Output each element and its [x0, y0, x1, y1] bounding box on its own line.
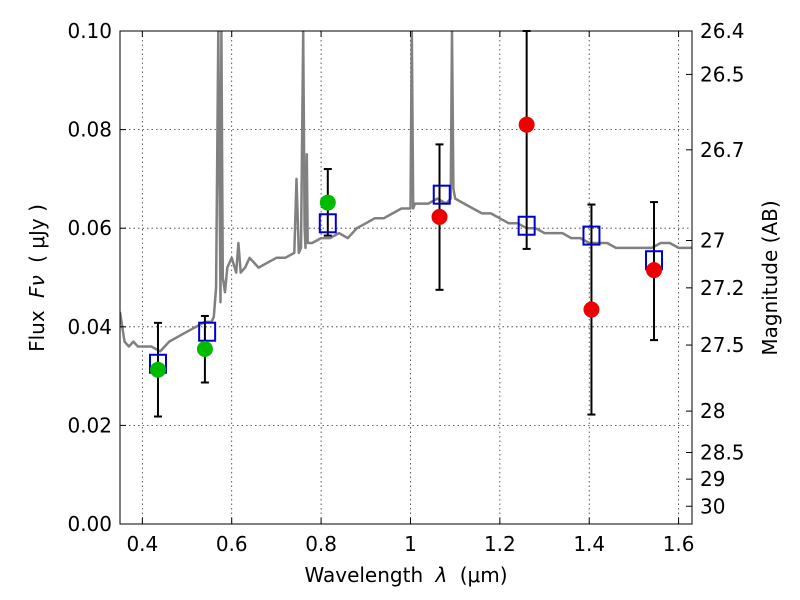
red-data-point	[431, 208, 448, 225]
x-tick-label: 0.6	[216, 532, 248, 556]
y2-tick-label: 30	[700, 494, 725, 518]
grid-layer	[120, 31, 692, 524]
x-tick-label: 1.2	[484, 532, 516, 556]
y-axis-label-text: Flux	[25, 310, 49, 352]
green-data-point	[319, 194, 336, 211]
y2-tick-label: 26.7	[700, 138, 745, 162]
y2-tick-label: 27.2	[700, 276, 745, 300]
model-spectrum-line	[120, 31, 692, 353]
x-tick-label: 0.8	[305, 532, 337, 556]
y-axis-label-unit: ( μJy )	[25, 204, 49, 263]
y-axis-label: Flux Fν ( μJy )	[25, 204, 49, 352]
red-data-point	[583, 301, 600, 318]
y2-axis-label: Magnitude (AB)	[758, 200, 782, 355]
y2-tick-label: 27.5	[700, 333, 745, 357]
errorbar-layer	[153, 30, 659, 418]
x-tick-label: 1.6	[663, 532, 695, 556]
y2-tick-label: 28.5	[700, 441, 745, 465]
y-tick-label: 0.10	[67, 19, 112, 43]
x-tick-label: 1	[404, 532, 417, 556]
tick-layer: 0.4 0.6 0.8 1 1.2 1.4 1.6 0.00 0.02 0.04 0.06 0.08 0…	[67, 19, 744, 556]
x-axis-label-symbol: λ	[435, 563, 448, 587]
y-tick-label: 0.02	[67, 413, 112, 437]
square-layer	[148, 184, 664, 374]
y2-tick-label: 29	[700, 467, 725, 491]
x-axis-label-unit: (μm)	[460, 563, 508, 587]
y-axis-label-symbol: Fν	[25, 275, 49, 298]
y2-tick-label: 26.5	[700, 62, 745, 86]
plot-frame	[119, 30, 693, 525]
spectrum-layer	[120, 31, 692, 353]
y-tick-label: 0.08	[67, 118, 112, 142]
point-layer	[149, 116, 663, 378]
model-photometry-square	[318, 213, 337, 234]
model-photometry-square	[517, 215, 536, 236]
y-tick-label: 0.04	[67, 315, 112, 339]
y2-tick-label: 28	[700, 399, 725, 423]
red-data-point	[646, 262, 663, 279]
model-photometry-square	[198, 321, 217, 342]
y2-tick-label: 27	[700, 229, 725, 253]
model-photometry-square	[582, 225, 601, 246]
y-tick-label: 0.06	[67, 216, 112, 240]
y-tick-label: 0.00	[67, 512, 112, 536]
x-tick-label: 0.4	[126, 532, 158, 556]
x-axis-label-text: Wavelength	[304, 563, 423, 587]
green-data-point	[196, 340, 213, 357]
x-axis-label: Wavelength λ (μm)	[304, 563, 507, 587]
y2-tick-label: 26.4	[700, 19, 745, 43]
x-tick-label: 1.4	[573, 532, 605, 556]
green-data-point	[149, 361, 166, 378]
model-photometry-square	[432, 184, 451, 205]
red-data-point	[518, 116, 535, 133]
